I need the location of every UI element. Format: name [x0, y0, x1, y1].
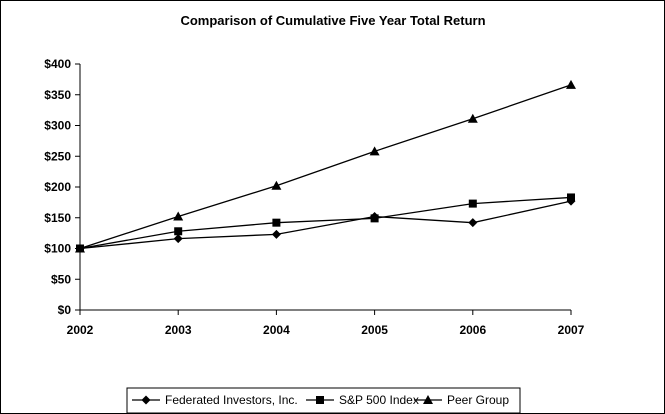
axes: $0 $50 $100 $150 $200 $250 $300 $350 $400 2002 200…: [44, 57, 584, 337]
legend-marker: [316, 396, 324, 404]
data-point: [271, 229, 281, 239]
legend-marker: [141, 395, 151, 405]
data-point: [173, 234, 183, 244]
series-1: [76, 193, 575, 253]
data-point: [567, 193, 575, 202]
y-tick-label: $100: [44, 242, 71, 256]
chart-title: Comparison of Cumulative Five Year Total…: [180, 13, 485, 28]
y-tick-label: $300: [44, 119, 71, 133]
y-tick-label: $400: [44, 57, 71, 71]
y-tick-label: $0: [58, 303, 72, 317]
legend-marker: [423, 395, 433, 404]
x-tick-label: 2006: [459, 323, 486, 337]
series-0: [75, 196, 576, 253]
legend: Federated Investors, Inc. S&P 500 Index Pe…: [126, 387, 521, 413]
legend-item: Peer Group: [414, 393, 509, 407]
x-tick-label: 2004: [263, 323, 290, 337]
series-line: [79, 84, 572, 250]
y-tick-label: $250: [44, 149, 71, 163]
y-tick-label: $150: [44, 211, 71, 225]
y-tick-label: $350: [44, 88, 71, 102]
legend-label: Peer Group: [447, 393, 509, 407]
data-point: [370, 214, 379, 223]
data-point: [174, 227, 183, 236]
x-tick-label: 2002: [67, 323, 94, 337]
data-point: [75, 243, 85, 253]
data-point: [467, 113, 478, 123]
data-point: [173, 211, 184, 221]
x-tick-label: 2007: [558, 323, 585, 337]
series-layer: [75, 79, 576, 253]
legend-label: S&P 500 Index: [339, 393, 419, 407]
data-point: [566, 79, 576, 89]
legend-item: Federated Investors, Inc.: [132, 393, 298, 407]
data-point: [468, 218, 478, 228]
x-tick-label: 2005: [361, 323, 388, 337]
series-line: [79, 200, 572, 250]
data-point: [272, 218, 281, 227]
x-tick-label: 2003: [165, 323, 192, 337]
legend-label: Federated Investors, Inc.: [165, 393, 298, 407]
y-tick-label: $200: [44, 180, 71, 194]
data-point: [369, 146, 380, 156]
data-point: [468, 199, 477, 208]
legend-item: S&P 500 Index: [306, 393, 419, 407]
series-line: [79, 196, 572, 250]
y-tick-label: $50: [51, 272, 71, 286]
series-2: [75, 79, 576, 253]
data-point: [271, 180, 282, 190]
